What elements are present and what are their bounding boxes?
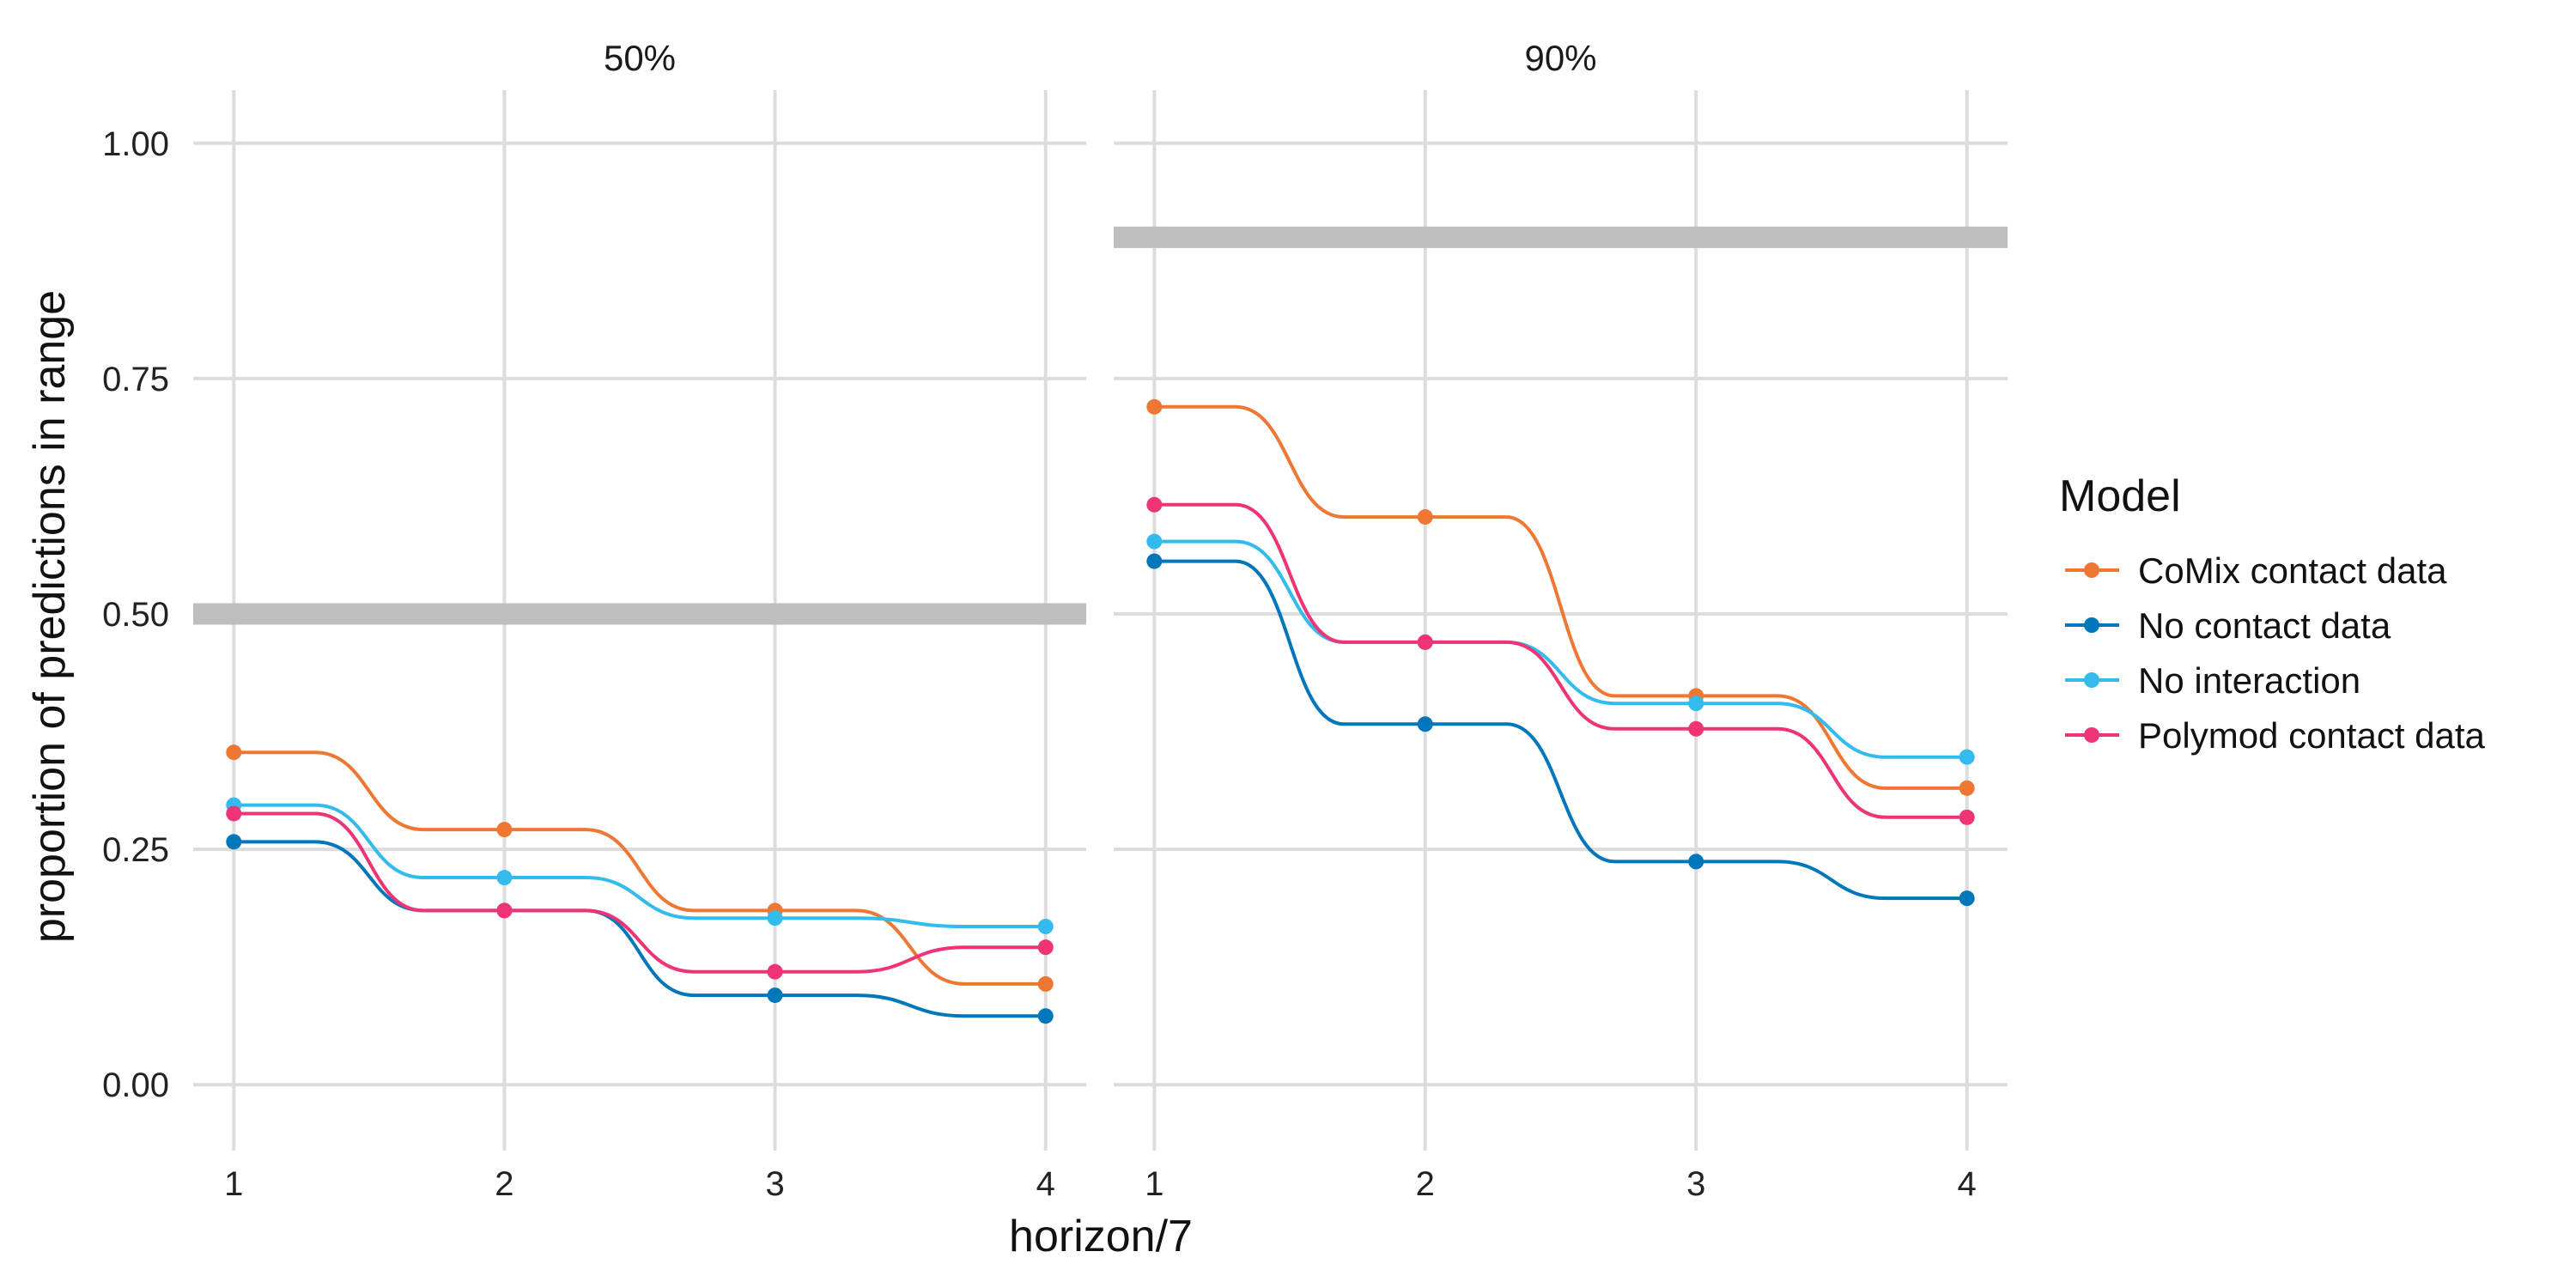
data-point-polymod-contact-data xyxy=(226,805,242,822)
y-tick-label: 0.25 xyxy=(102,831,169,869)
legend-title: Model xyxy=(2059,471,2181,521)
legend-item-polymod-contact-data: Polymod contact data xyxy=(2065,715,2486,756)
legend-key-point xyxy=(2084,562,2099,578)
data-point-no-interaction xyxy=(1688,696,1704,712)
panel-title: 50% xyxy=(604,38,676,78)
data-point-polymod-contact-data xyxy=(1146,496,1163,513)
x-tick-label: 3 xyxy=(765,1165,784,1203)
y-tick-label: 0.75 xyxy=(102,361,169,398)
legend-item-no-interaction: No interaction xyxy=(2065,660,2360,701)
data-point-no-contact-data xyxy=(1037,1008,1054,1024)
legend-key-point xyxy=(2084,617,2099,633)
series-line-no-contact-data xyxy=(234,840,1046,1018)
x-tick-label: 1 xyxy=(224,1165,243,1203)
series-line-polymod-contact-data xyxy=(1154,502,1967,819)
series-line-comix-contact-data xyxy=(234,750,1046,986)
y-tick-label: 1.00 xyxy=(102,125,169,163)
x-tick-label: 4 xyxy=(1036,1165,1055,1203)
data-point-polymod-contact-data xyxy=(767,963,783,980)
legend-key-point xyxy=(2084,672,2099,688)
series-line-no-interaction xyxy=(234,803,1046,928)
data-point-no-contact-data xyxy=(1146,553,1163,569)
data-point-no-contact-data xyxy=(767,987,783,1004)
data-point-no-interaction xyxy=(767,910,783,927)
data-point-no-contact-data xyxy=(1688,854,1704,870)
x-tick-label: 2 xyxy=(495,1165,513,1203)
legend: Model CoMix contact data No contact data N… xyxy=(2059,471,2486,756)
panel-1: 50% xyxy=(193,38,1086,1151)
y-axis-title: proportion of predictions in range xyxy=(25,290,75,943)
data-point-no-contact-data xyxy=(1959,890,1975,907)
legend-item-no-contact-data: No contact data xyxy=(2065,605,2391,646)
legend-item-comix-contact-data: CoMix contact data xyxy=(2065,550,2447,591)
data-point-comix-contact-data xyxy=(496,822,513,838)
data-point-comix-contact-data xyxy=(1959,780,1975,796)
data-point-polymod-contact-data xyxy=(1037,939,1054,956)
data-point-polymod-contact-data xyxy=(1688,720,1704,737)
legend-label: No interaction xyxy=(2138,660,2360,701)
x-tick-label: 4 xyxy=(1958,1165,1977,1203)
data-point-no-interaction xyxy=(1146,533,1163,550)
data-point-no-contact-data xyxy=(226,834,242,850)
y-tick-label: 0.00 xyxy=(102,1066,169,1104)
data-point-comix-contact-data xyxy=(226,744,242,761)
data-point-no-interaction xyxy=(496,870,513,886)
panels-layer: 50% 90% xyxy=(193,38,2008,1151)
series-line-no-interaction xyxy=(1154,539,1967,759)
data-point-no-contact-data xyxy=(1417,716,1433,732)
data-point-polymod-contact-data xyxy=(1417,634,1433,650)
panel-2: 90% xyxy=(1114,38,2008,1151)
x-axis-title: horizon/7 xyxy=(1009,1212,1193,1261)
x-tick-label: 3 xyxy=(1686,1165,1705,1203)
y-tick-label: 0.50 xyxy=(102,596,169,634)
x-tick-label: 1 xyxy=(1145,1165,1163,1203)
axes-layer: 1 2 3 4 1 2 3 4 0.00 0.25 0.50 0.75 1.00 xyxy=(102,125,1977,1203)
data-point-polymod-contact-data xyxy=(1959,809,1975,825)
data-point-comix-contact-data xyxy=(1417,509,1433,526)
legend-label: No contact data xyxy=(2138,605,2391,646)
legend-label: CoMix contact data xyxy=(2138,550,2447,591)
data-point-polymod-contact-data xyxy=(496,902,513,919)
data-point-no-interaction xyxy=(1037,919,1054,935)
data-point-comix-contact-data xyxy=(1037,975,1054,992)
legend-key-point xyxy=(2084,727,2099,743)
x-tick-label: 2 xyxy=(1416,1165,1435,1203)
panel-title: 90% xyxy=(1524,38,1596,78)
series-line-no-contact-data xyxy=(1154,559,1967,901)
series-line-comix-contact-data xyxy=(1154,404,1967,790)
data-point-comix-contact-data xyxy=(1146,398,1163,415)
data-point-no-interaction xyxy=(1959,749,1975,765)
series-line-polymod-contact-data xyxy=(234,811,1046,974)
legend-label: Polymod contact data xyxy=(2138,715,2486,756)
